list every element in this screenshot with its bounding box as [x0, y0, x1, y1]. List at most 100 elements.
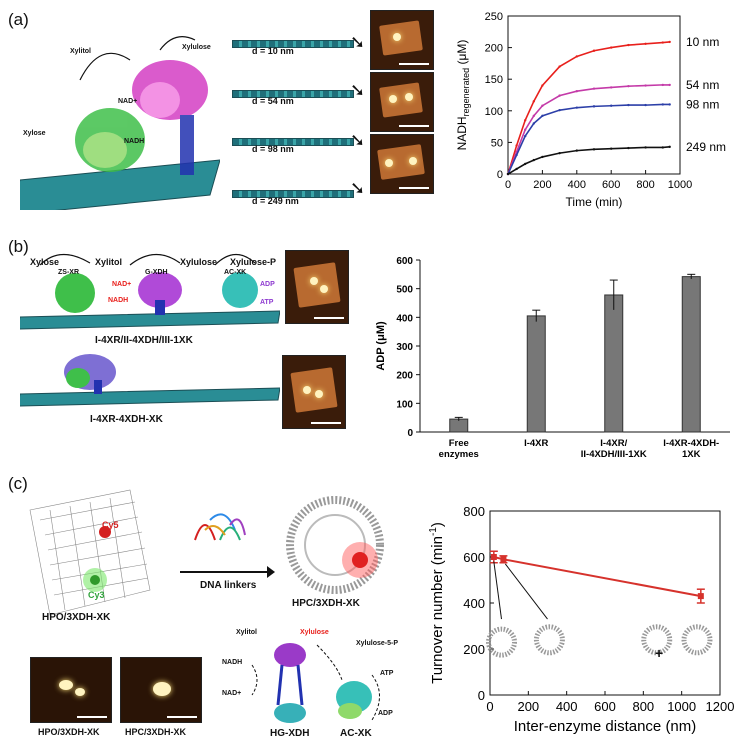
chart-c-svg: 0 200 400 600 800 1000 1200 0 200 400 600 800 Inter-…: [428, 504, 735, 735]
b-ac-xk: AC-XK: [224, 269, 247, 276]
chart-c-point: [500, 556, 507, 563]
chart-b-category-label: I-4XR-4XDH-1XK: [663, 438, 719, 460]
chart-a-point: [524, 162, 527, 166]
c-xylulose: Xylulose: [300, 629, 329, 636]
distance-98nm: d = 98 nm: [252, 144, 294, 154]
chart-a-xtick-label: 600: [602, 179, 620, 191]
chart-a-point: [541, 114, 544, 118]
afm-image-hpc: [120, 657, 202, 723]
b-xylose: Xylose: [30, 257, 60, 267]
chart-c-xtick-label: 800: [632, 699, 654, 714]
chart-a-point: [592, 49, 596, 52]
chart-a-point: [524, 119, 527, 122]
chart-a-point: [592, 87, 596, 90]
chart-a-point: [610, 86, 613, 89]
panel-label-b: (b): [8, 237, 29, 256]
chart-b-ytick-label: 500: [396, 285, 413, 296]
chart-b-ytick-label: 0: [407, 428, 413, 439]
chart-a-xtick-label: 200: [533, 179, 551, 191]
chart-b-bar: [604, 294, 624, 433]
dna-linkers-label: DNA linkers: [200, 580, 257, 591]
chart-b-ytick-label: 300: [396, 342, 413, 353]
chart-a-point: [627, 146, 630, 150]
xylose-label: Xylose: [23, 130, 46, 137]
chart-c-xlabel: Inter-enzyme distance (nm): [514, 718, 697, 735]
chart-a-point: [661, 83, 664, 87]
chart-a-ytick-label: 0: [497, 169, 503, 181]
b-adp: ADP: [260, 281, 275, 288]
chart-a-frame: [507, 15, 681, 175]
chart-c-frame: [489, 510, 721, 696]
afm-image-hpo: [30, 657, 112, 723]
c-atp: ATP: [380, 670, 394, 677]
chart-a-series-line: [507, 103, 670, 175]
chart-a-point: [515, 153, 518, 157]
chart-a: 0 200 400 600 800 1000 0 50 100 150 200 250 Time (mi…: [440, 6, 738, 216]
chart-a-xlabel: Time (min): [566, 195, 623, 209]
chart-a-series-line: [507, 146, 670, 175]
nad-plus-label: NAD+: [118, 98, 138, 105]
chart-b-category-label: I-4XR/II-4XDH/III-1XK: [581, 438, 647, 460]
chart-a-point: [575, 90, 578, 93]
cy3-label: Cy3: [88, 590, 105, 600]
afm-image-b1: [285, 250, 349, 324]
chart-a-point: [610, 46, 613, 49]
c-nadplus: NAD+: [222, 690, 242, 697]
afm-image-98nm: [370, 134, 434, 194]
chart-b-ytick-label: 200: [396, 371, 413, 382]
chart-a-point: [627, 84, 630, 88]
chart-a-point: [506, 172, 510, 176]
xylulose-label: Xylulose: [182, 44, 211, 51]
chart-a-point: [668, 83, 671, 87]
chart-a-series-line: [507, 41, 670, 175]
b-atp: ATP: [260, 299, 274, 306]
construct1-label: I-4XR/II-4XDH/III-1XK: [95, 335, 193, 346]
nadh-label: NADH: [124, 138, 145, 145]
hpo-structure: [20, 480, 180, 630]
chart-c-xtick-label: 400: [556, 699, 578, 714]
chart-a-series-label: 10 nm: [686, 35, 719, 49]
chart-a-point: [661, 41, 664, 44]
chart-c-xtick-label: 1000: [667, 699, 696, 714]
chart-c-inset-structure: [533, 624, 565, 656]
chart-c-inset-arrow: [493, 561, 502, 620]
chart-b-ytick-label: 400: [396, 313, 413, 324]
chart-b-category-label: I-4XR: [524, 438, 548, 449]
hpc-structure: [280, 490, 390, 600]
chart-a-point: [524, 134, 527, 138]
b-g-xdh: G-XDH: [145, 269, 168, 276]
chart-c: 0 200 400 600 800 1000 1200 0 200 400 600 800 Inter-…: [420, 495, 738, 746]
b-nadplus: NAD+: [112, 281, 132, 288]
chart-c-xtick-label: 1200: [706, 699, 735, 714]
chart-a-point: [610, 104, 613, 107]
chart-c-ytick-label: 0: [478, 688, 485, 703]
c-adp: ADP: [378, 710, 393, 717]
chart-c-inset-arrow: [504, 563, 548, 620]
c-nadh: NADH: [222, 659, 243, 666]
chart-b-bar: [449, 418, 469, 433]
panel-c-reaction-scheme: [222, 625, 402, 745]
chart-a-point: [575, 149, 578, 152]
chart-c-point: [490, 554, 497, 560]
b-xylitol: Xylitol: [95, 257, 123, 267]
chart-a-ytick-label: 50: [491, 137, 503, 149]
b-xylulose-p: Xylulose-P: [230, 257, 277, 267]
c-ac-xk: AC-XK: [340, 728, 372, 739]
dna-linkers-arrow: [175, 500, 275, 590]
distance-249nm: d = 249 nm: [252, 196, 299, 206]
hpo-label: HPO/3XDH-XK: [42, 612, 111, 623]
chart-c-xtick-label: 200: [517, 699, 539, 714]
chart-a-point: [575, 106, 578, 109]
c-xylitol: Xylitol: [236, 629, 258, 636]
chart-c-point: [697, 593, 704, 600]
chart-c-ytick-label: 200: [463, 642, 485, 657]
panel-b-scheme2: [17, 350, 281, 410]
construct2-label: I-4XR-4XDH-XK: [90, 414, 163, 425]
panel-b-scheme: Xylose Xylitol Xylulose Xylulose-P ZS-XR…: [17, 245, 281, 345]
chart-a-point: [575, 55, 578, 58]
chart-b-svg: 0 100 200 300 400 500 600 ADP (μM) Free enzymes I-…: [375, 256, 730, 460]
panel-label-a: (a): [8, 10, 29, 29]
chart-a-point: [644, 84, 647, 87]
xylitol-label: Xylitol: [70, 48, 92, 55]
chart-a-point: [541, 155, 544, 159]
